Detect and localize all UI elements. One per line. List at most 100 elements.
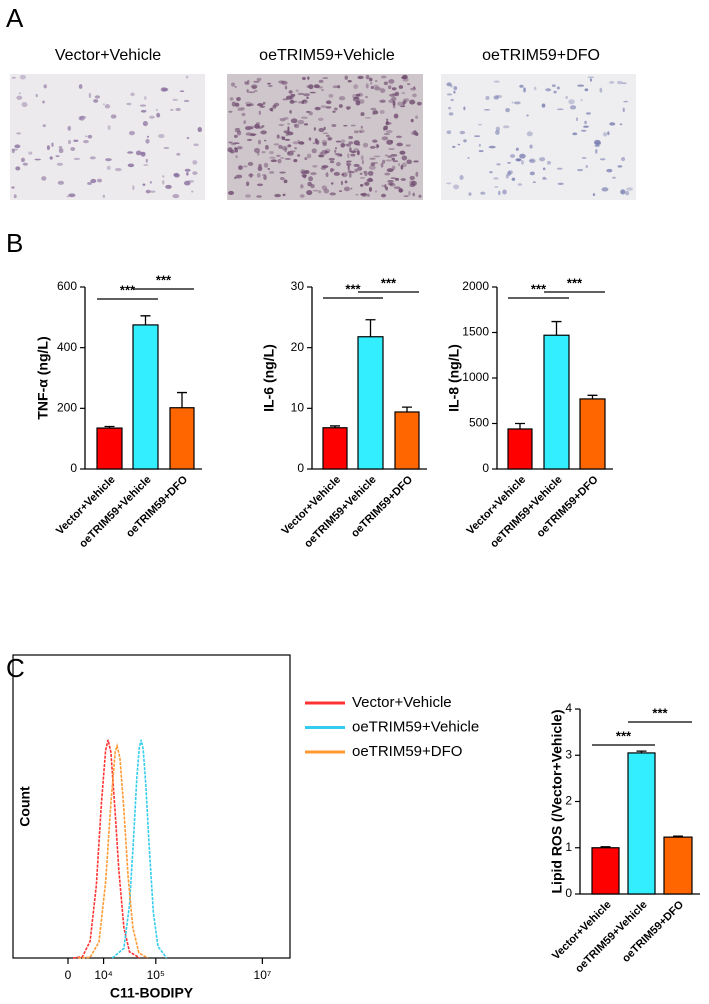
cell	[256, 183, 264, 187]
cell	[104, 104, 111, 109]
cell	[446, 82, 452, 87]
x-axis-label: C11-BODIPY	[110, 985, 194, 1001]
cell	[346, 107, 350, 110]
bar	[322, 427, 348, 470]
cell	[505, 173, 509, 179]
cell	[364, 95, 369, 99]
cell	[488, 145, 496, 149]
micrograph	[441, 74, 636, 200]
x-tick-label: Vector+Vehicle	[280, 474, 344, 538]
cell	[287, 123, 291, 125]
cell	[41, 176, 47, 181]
cell	[237, 107, 243, 111]
cell	[127, 151, 134, 154]
y-tick-label: 2000	[462, 279, 489, 293]
cell	[511, 177, 516, 181]
cell	[519, 84, 524, 88]
image-title: oeTRIM59+DFO	[482, 47, 600, 64]
cell	[585, 164, 589, 169]
cell	[240, 107, 245, 111]
cell	[448, 112, 454, 116]
error-bar	[515, 422, 525, 429]
cell	[262, 101, 266, 105]
cell	[56, 162, 64, 166]
cell	[245, 132, 253, 136]
cell	[249, 103, 254, 107]
y-tick-label: 1500	[462, 325, 489, 339]
cell	[370, 162, 376, 167]
bar	[132, 324, 159, 470]
cell	[289, 99, 295, 104]
y-tick-label: 3	[565, 747, 572, 761]
cell	[511, 101, 514, 104]
cell	[114, 167, 122, 172]
cell	[28, 151, 33, 155]
cell	[237, 165, 243, 171]
cell	[391, 157, 395, 161]
cell	[502, 125, 510, 129]
cell	[329, 192, 336, 196]
cell	[184, 180, 191, 186]
cell	[273, 102, 280, 107]
cell	[229, 97, 234, 101]
significance-label: ***	[120, 282, 136, 297]
cell	[179, 90, 185, 93]
cell	[495, 130, 500, 135]
cell	[13, 194, 17, 199]
cell	[463, 106, 466, 111]
cell	[575, 117, 579, 122]
cell	[11, 76, 16, 79]
cell	[314, 138, 318, 143]
cell	[529, 144, 533, 149]
cell	[175, 107, 181, 112]
cell	[318, 79, 324, 83]
cell	[20, 157, 25, 163]
cell	[289, 109, 292, 115]
cell	[346, 162, 352, 167]
cell	[478, 123, 482, 126]
cell	[343, 124, 348, 127]
cell	[369, 157, 376, 160]
cell	[410, 118, 414, 123]
cell	[16, 132, 22, 135]
histogram-curve	[72, 739, 141, 959]
cell	[127, 163, 135, 168]
cell	[358, 99, 365, 104]
cell	[392, 103, 396, 109]
micrograph	[10, 74, 205, 200]
cell	[300, 184, 304, 189]
cell	[494, 186, 499, 188]
cell	[529, 171, 535, 176]
cell	[11, 148, 19, 151]
cell	[253, 80, 260, 83]
cell	[307, 76, 310, 80]
cell	[34, 158, 41, 161]
cell	[11, 148, 15, 154]
cell	[259, 105, 266, 108]
cell	[233, 134, 238, 138]
cell	[294, 147, 297, 150]
cell	[192, 160, 198, 165]
cell	[381, 184, 385, 188]
cell	[301, 174, 307, 178]
cell	[600, 158, 606, 161]
cell	[328, 93, 334, 98]
cell	[310, 172, 317, 176]
cell	[295, 89, 299, 92]
panel-label: A	[6, 3, 24, 33]
cell	[284, 157, 291, 160]
cell	[594, 144, 600, 147]
cell	[386, 168, 394, 173]
cell	[323, 188, 330, 194]
cell	[245, 181, 250, 187]
y-tick-label: 0	[482, 461, 489, 475]
cell	[306, 96, 309, 100]
bar	[579, 398, 606, 470]
cell	[360, 112, 365, 117]
cell	[243, 120, 246, 124]
cell	[577, 84, 585, 87]
cell	[301, 99, 308, 104]
cell	[478, 149, 484, 153]
cell	[387, 180, 394, 183]
cell	[541, 103, 546, 108]
